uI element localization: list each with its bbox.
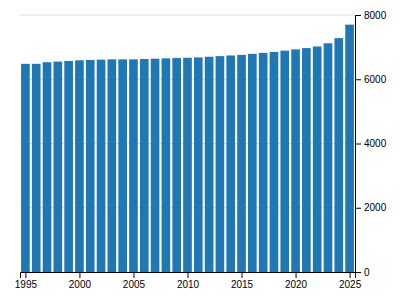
y-tick-mark [355,79,361,80]
bar [183,58,192,272]
y-tick-mark [355,144,361,145]
bar [324,43,333,272]
y-axis-line [356,16,362,273]
x-tick: 2025 [339,272,362,290]
bar [216,56,225,272]
bar [237,55,246,272]
plot: 1995 2000 2005 2010 2015 2020 20250 2000 4000 600… [15,10,387,290]
x-tick-label: 1995 [15,279,38,290]
bar [248,54,257,272]
bar [334,38,343,272]
x-tick: 2020 [285,272,308,290]
bar [151,59,160,272]
x-tick-mark [242,272,243,278]
bar [140,59,149,272]
chart: 1995 2000 2005 2010 2015 2020 20250 2000 4000 600… [0,0,400,300]
bar [205,57,214,272]
y-tick-label: 4000 [364,138,387,149]
bar [32,64,41,272]
grid [20,15,355,272]
bar [313,46,322,272]
x-tick-label: 2020 [285,279,308,290]
y-tick-label: 6000 [364,74,387,85]
bar [194,57,203,272]
x-tick-mark [25,272,26,278]
y-tick: 4000 [355,138,387,149]
bar [345,25,354,272]
bar [302,48,311,272]
bar [64,61,73,272]
bar [172,58,181,272]
y-tick-label: 2000 [364,202,387,213]
x-tick-mark [350,272,351,278]
bar [108,59,117,272]
bar [75,60,84,272]
x-tick-mark [79,272,80,278]
y-tick-mark [355,208,361,209]
x-tick-mark [133,272,134,278]
bar [226,55,235,272]
y-tick-mark [355,272,361,273]
x-tick: 2000 [69,272,92,290]
bar [43,62,52,272]
bar [270,52,279,272]
x-axis-line [21,273,356,279]
x-tick: 2010 [177,272,200,290]
bars [21,25,354,272]
bar [97,60,106,272]
y-axis: 0 2000 4000 6000 8000 [355,10,387,278]
bar [21,64,30,272]
bar [162,58,171,272]
y-tick: 0 [355,267,370,278]
bar [280,51,289,272]
page: {"chart_data": {"type": "bar", "x": [199… [0,0,400,300]
grid-line [20,15,355,16]
x-tick-label: 2025 [339,279,362,290]
x-tick-mark [296,272,297,278]
x-tick-label: 2010 [177,279,200,290]
y-tick-label: 8000 [364,10,387,21]
y-tick-mark [355,15,361,16]
y-tick-label: 0 [364,267,370,278]
x-tick-label: 2015 [231,279,254,290]
x-tick-mark [188,272,189,278]
y-tick: 2000 [355,202,387,213]
x-tick-label: 2000 [69,279,92,290]
y-tick: 8000 [355,10,387,21]
x-tick: 2015 [231,272,254,290]
bar [259,53,268,272]
bar [291,49,300,272]
bar [129,59,138,272]
x-tick-label: 2005 [123,279,146,290]
x-axis: 1995 2000 2005 2010 2015 2020 2025 [15,272,362,290]
bar [54,62,63,272]
bar [118,59,127,272]
x-tick: 1995 [15,272,38,290]
x-tick: 2005 [123,272,146,290]
bar [86,60,95,272]
y-tick: 6000 [355,74,387,85]
